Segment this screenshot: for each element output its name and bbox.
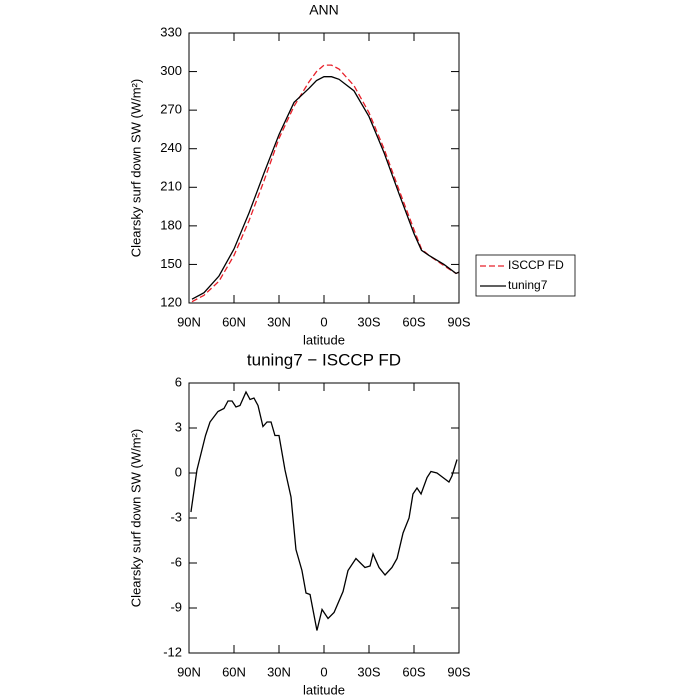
y-tick-label: 120 bbox=[160, 294, 182, 309]
x-tick-label: 60S bbox=[402, 314, 425, 329]
x-tick-label: 30N bbox=[267, 314, 291, 329]
y-axis-label: Clearsky surf down SW (W/m²) bbox=[128, 429, 143, 607]
y-tick-label: 150 bbox=[160, 256, 182, 271]
x-tick-label: 90N bbox=[177, 664, 201, 679]
x-tick-label: 0 bbox=[320, 664, 327, 679]
y-tick-label: 180 bbox=[160, 217, 182, 232]
x-tick-label: 60S bbox=[402, 664, 425, 679]
data-line bbox=[191, 64, 460, 303]
x-tick-label: 30N bbox=[267, 664, 291, 679]
y-tick-label: -9 bbox=[170, 599, 182, 614]
x-tick-label: 30S bbox=[357, 664, 380, 679]
y-tick-label: 0 bbox=[175, 464, 182, 479]
data-line bbox=[190, 390, 458, 631]
y-axis-label: Clearsky surf down SW (W/m²) bbox=[128, 79, 143, 257]
x-axis-label: latitude bbox=[303, 332, 345, 347]
y-tick-label: 270 bbox=[160, 102, 182, 117]
y-tick-label: 330 bbox=[160, 24, 182, 39]
x-tick-label: 60N bbox=[222, 314, 246, 329]
x-tick-label: 90N bbox=[177, 314, 201, 329]
x-tick-label: 90S bbox=[447, 664, 470, 679]
y-tick-label: -6 bbox=[170, 554, 182, 569]
data-line bbox=[191, 76, 460, 300]
y-tick-label: 300 bbox=[160, 63, 182, 78]
y-tick-label: 6 bbox=[175, 374, 182, 389]
x-axis-label: latitude bbox=[303, 682, 345, 697]
x-tick-label: 60N bbox=[222, 664, 246, 679]
legend-label: tuning7 bbox=[508, 278, 548, 292]
y-tick-label: 3 bbox=[175, 419, 182, 434]
y-tick-label: 240 bbox=[160, 140, 182, 155]
y-tick-label: 210 bbox=[160, 179, 182, 194]
legend-label: ISCCP FD bbox=[508, 258, 564, 272]
x-tick-label: 0 bbox=[320, 314, 327, 329]
y-tick-label: -12 bbox=[163, 644, 182, 659]
chart-title: tuning7 − ISCCP FD bbox=[247, 350, 401, 369]
legend-box bbox=[475, 254, 576, 297]
y-tick-label: -3 bbox=[170, 509, 182, 524]
x-tick-label: 90S bbox=[447, 314, 470, 329]
chart-title: ANN bbox=[309, 2, 339, 18]
x-tick-label: 30S bbox=[357, 314, 380, 329]
